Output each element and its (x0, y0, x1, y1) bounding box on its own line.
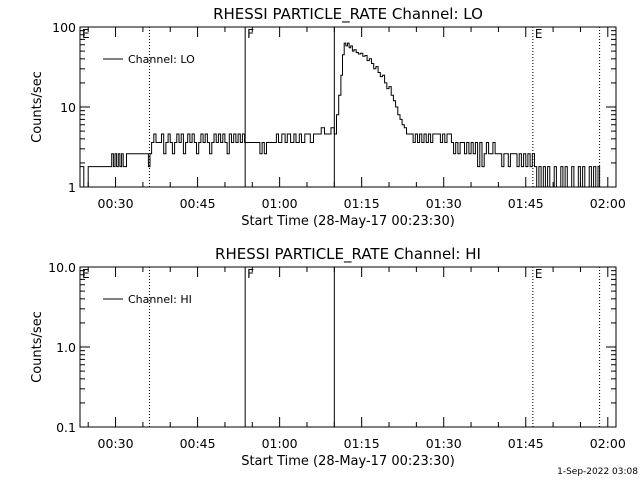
x-tick-label: 02:00 (590, 196, 626, 211)
x-axis-label: Start Time (28-May-17 00:23:30) (241, 214, 455, 229)
y-tick-label: 10 (60, 100, 76, 115)
x-axis-label: Start Time (28-May-17 00:23:30) (241, 454, 455, 469)
chart-title: RHESSI PARTICLE_RATE Channel: HI (215, 245, 481, 264)
y-tick-label: 1.0 (56, 340, 76, 355)
plot-timestamp: 1-Sep-2022 03:08 (557, 467, 638, 477)
x-tick-label: 01:15 (344, 436, 380, 451)
x-tick-label: 01:45 (508, 436, 544, 451)
plot-frame (79, 26, 617, 188)
event-marker-label: F (247, 267, 254, 281)
legend-label: Channel: LO (128, 53, 195, 66)
x-tick-label: 01:15 (344, 196, 380, 211)
x-tick-label: 01:00 (262, 436, 298, 451)
panel-0: RHESSI PARTICLE_RATE Channel: LO Counts/s… (30, 5, 626, 229)
y-axis-label: Counts/sec (30, 71, 45, 143)
x-tick-label: 00:30 (98, 436, 134, 451)
y-axis-label: Counts/sec (30, 311, 45, 383)
event-marker-label: F (247, 27, 254, 41)
event-marker-label: E (535, 27, 543, 41)
event-marker-label: E (535, 267, 543, 281)
x-tick-label: 01:00 (262, 196, 298, 211)
x-tick-label: 01:30 (426, 436, 462, 451)
chart-title: RHESSI PARTICLE_RATE Channel: LO (213, 5, 483, 24)
y-tick-label: 1 (68, 180, 76, 195)
x-tick-label: 01:45 (508, 196, 544, 211)
y-tick-label: 0.1 (56, 420, 76, 435)
y-tick-label: 100 (52, 20, 76, 35)
x-tick-label: 00:45 (180, 436, 216, 451)
panel-1: RHESSI PARTICLE_RATE Channel: HI Counts/s… (30, 245, 626, 469)
y-tick-label: 10.0 (48, 260, 76, 275)
legend-label: Channel: HI (128, 293, 192, 306)
x-tick-label: 00:30 (98, 196, 134, 211)
x-tick-label: 02:00 (590, 436, 626, 451)
event-marker-label: E (82, 267, 90, 281)
series-line (80, 42, 601, 188)
event-marker-label: E (82, 27, 90, 41)
x-tick-label: 01:30 (426, 196, 462, 211)
x-tick-label: 00:45 (180, 196, 216, 211)
plot-frame (79, 266, 617, 428)
